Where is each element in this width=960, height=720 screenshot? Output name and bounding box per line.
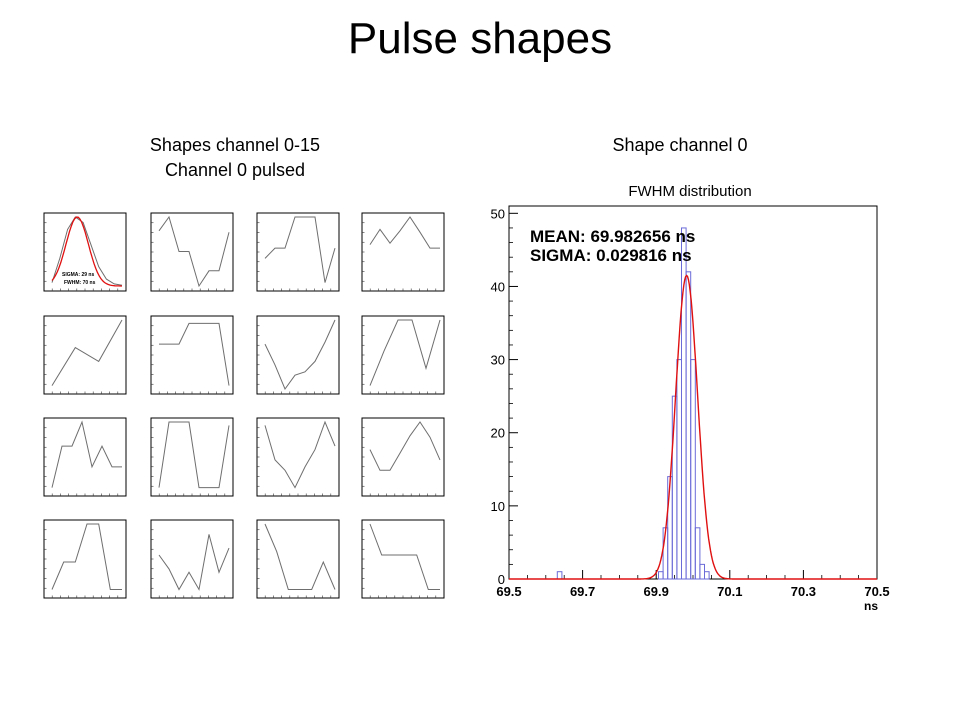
channel-panel-frame (150, 519, 234, 599)
channel0-sigma-label: SIGMA: 29 ns (62, 272, 94, 278)
channel-panel-frame (150, 212, 234, 292)
pulse-trace (369, 319, 441, 386)
channel-panel-9 (150, 417, 234, 497)
pulse-trace (158, 215, 230, 288)
pulse-trace (369, 523, 440, 590)
x-tick-label: 69.5 (496, 584, 521, 599)
y-tick-label: 10 (491, 499, 505, 514)
channel0-fwhm-label: FWHM: 70 ns (64, 280, 96, 286)
channel-panel-7 (361, 315, 445, 395)
histogram-bin-9 (694, 527, 701, 580)
histogram-title: FWHM distribution (628, 183, 751, 200)
left-caption: Shapes channel 0-15 Channel 0 pulsed (60, 133, 410, 183)
channel-panel-frame (361, 417, 445, 497)
slide-title: Pulse shapes (347, 14, 613, 63)
y-tick-label: 30 (491, 353, 505, 368)
pulse-trace (264, 523, 336, 590)
pulse-trace (51, 523, 122, 590)
channel-panel-1 (150, 212, 234, 292)
right-caption: Shape channel 0 (612, 135, 748, 155)
channel-panel-0: SIGMA: 29 ns FWHM: 70 ns (43, 212, 127, 292)
left-caption-line1: Shapes channel 0-15 (149, 135, 321, 155)
y-tick-label: 20 (491, 426, 505, 441)
x-tick-label: 70.3 (791, 584, 816, 599)
left-caption-line2: Channel 0 pulsed (164, 160, 306, 180)
y-tick-label: 50 (491, 206, 505, 221)
pulse-trace (158, 421, 230, 489)
channel-panel-6 (256, 315, 340, 395)
channel-panel-frame (43, 315, 127, 395)
pulse-trace (369, 216, 440, 249)
pulse-trace (51, 216, 123, 286)
channel-panel-frame (43, 417, 127, 497)
histogram-bin-11 (704, 571, 710, 580)
x-tick-label: 70.1 (717, 584, 742, 599)
plot-frame (508, 205, 878, 580)
x-tick-label: 70.5 (864, 584, 889, 599)
channel-panel-13 (150, 519, 234, 599)
channel-panel-4 (43, 315, 127, 395)
histogram-bin-8 (690, 359, 696, 580)
x-axis-unit-label: ns (864, 599, 878, 613)
pulse-trace (264, 420, 336, 489)
y-tick-label: 40 (491, 279, 505, 294)
pulse-trace (264, 319, 336, 391)
channel-panel-5 (150, 315, 234, 395)
pulse-trace (369, 421, 441, 471)
channel-panel-12 (43, 519, 127, 599)
x-tick-label: 69.7 (570, 584, 595, 599)
x-tick-label: 69.9 (644, 584, 669, 599)
pulse-trace (159, 322, 230, 386)
gaussian-fit-curve (51, 216, 122, 287)
channel-panel-11 (361, 417, 445, 497)
sigma-stat-label: SIGMA: 0.029816 ns (530, 246, 692, 265)
channel-panel-10 (256, 417, 340, 497)
channel-panel-14 (256, 519, 340, 599)
channel-panel-15 (361, 519, 445, 599)
gaussian-fit-curve (509, 274, 877, 580)
pulse-trace (158, 534, 230, 591)
channel-panel-3 (361, 212, 445, 292)
mean-stat-label: MEAN: 69.982656 ns (530, 227, 695, 246)
pulse-trace (51, 420, 122, 488)
y-tick-label: 0 (498, 572, 505, 587)
pulse-trace (264, 216, 336, 283)
channel-panel-2 (256, 212, 340, 292)
pulse-trace (51, 319, 123, 386)
channel-panel-8 (43, 417, 127, 497)
channel-panel-frame (361, 519, 445, 599)
